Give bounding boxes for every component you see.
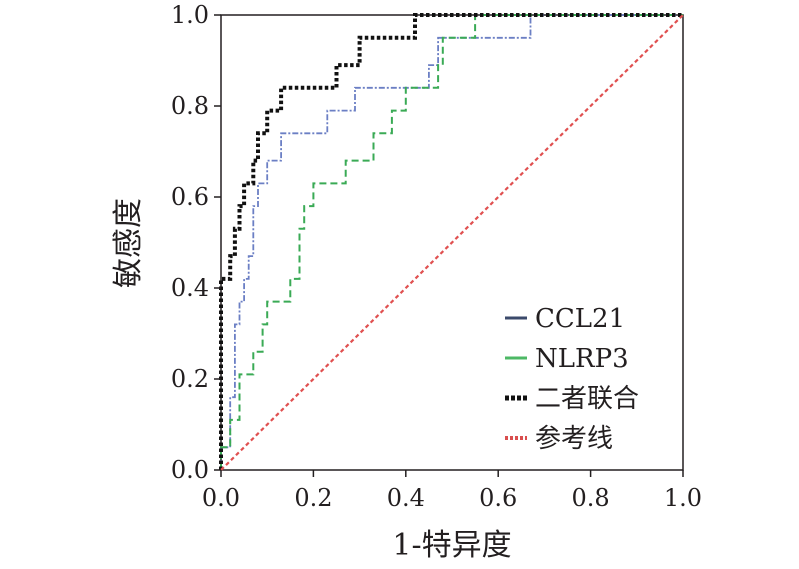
series-line-1	[220, 14, 683, 470]
legend-label-3: 参考线	[535, 424, 613, 454]
series-line-2	[219, 13, 683, 470]
y-tick-label: 0.2	[171, 365, 209, 393]
series-line-3	[220, 14, 684, 471]
y-tick-label: 1.0	[171, 1, 209, 29]
y-tick-label: 0.0	[171, 456, 209, 484]
x-tick-label: 0.4	[387, 484, 425, 512]
y-tick-label: 0.4	[171, 274, 209, 302]
legend-label-2: 二者联合	[535, 384, 639, 414]
series-layer	[219, 13, 684, 471]
y-axis: 0.0 0.2 0.4 0.6 0.8 1.0	[171, 1, 221, 484]
y-axis-title: 敏感度	[111, 198, 146, 288]
x-tick-label: 0.2	[294, 484, 332, 512]
x-tick-label: 1.0	[664, 484, 702, 512]
y-tick-label: 0.8	[171, 92, 209, 120]
x-tick-label: 0.8	[572, 484, 610, 512]
series-line-0	[220, 14, 683, 470]
legend-label-0: CCL21	[535, 304, 625, 334]
x-axis: 0.0 0.2 0.4 0.6 0.8 1.0	[202, 470, 702, 512]
x-tick-label: 0.6	[479, 484, 517, 512]
x-axis-title: 1-特异度	[392, 528, 511, 563]
legend-label-1: NLRP3	[535, 344, 629, 374]
x-tick-label: 0.0	[202, 484, 240, 512]
y-tick-label: 0.6	[171, 183, 209, 211]
